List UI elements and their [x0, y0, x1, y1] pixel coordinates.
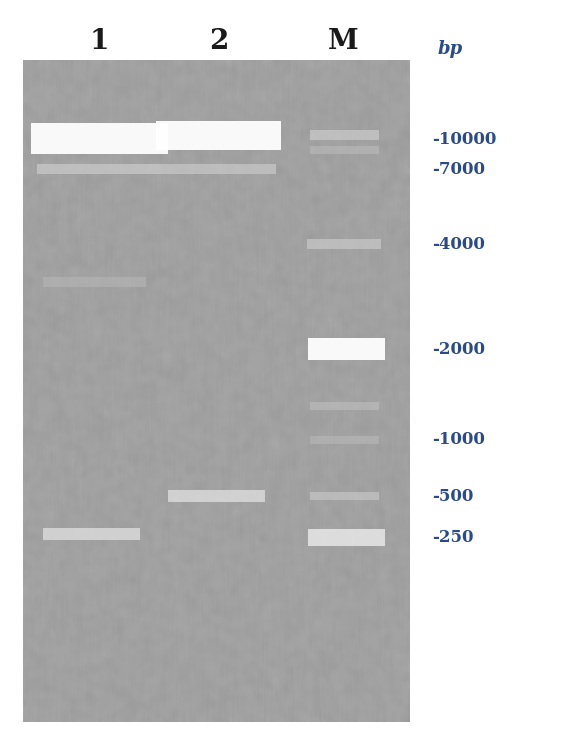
Text: -4000: -4000 [432, 236, 485, 253]
Text: -2000: -2000 [432, 341, 485, 358]
Text: -500: -500 [432, 488, 473, 505]
Text: 1: 1 [90, 28, 109, 55]
Text: -1000: -1000 [432, 432, 485, 448]
Text: bp: bp [437, 40, 462, 58]
Text: M: M [328, 28, 359, 55]
Text: -7000: -7000 [432, 161, 485, 177]
Text: -10000: -10000 [432, 131, 496, 147]
Text: 2: 2 [209, 28, 228, 55]
Text: -250: -250 [432, 529, 473, 546]
